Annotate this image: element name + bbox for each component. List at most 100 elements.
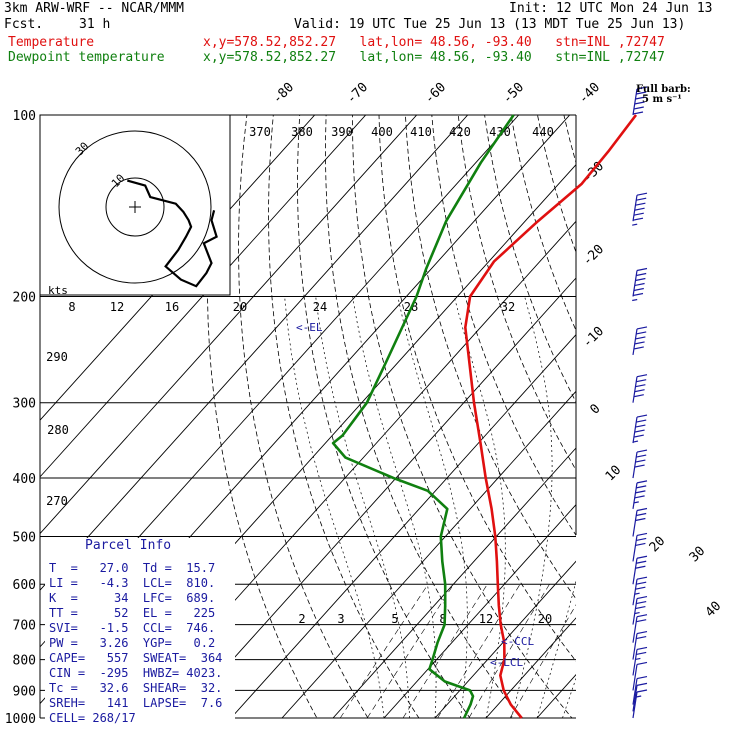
wind-barb-flag xyxy=(634,429,645,433)
parcel-row: T = 27.0 Td = 15.7 xyxy=(49,561,216,575)
wind-barb-flag xyxy=(636,630,648,635)
wind-barb-flag xyxy=(636,537,647,542)
wind-barb-half-flag xyxy=(633,501,639,504)
theta-label: 440 xyxy=(532,125,554,139)
theta-label: 420 xyxy=(449,125,471,139)
wind-barb-flag xyxy=(636,576,648,580)
forecast-label: Fcst. xyxy=(4,17,44,32)
wind-barb xyxy=(632,689,648,719)
isotherm-label: -60 xyxy=(422,80,449,107)
dry-adiabat-line xyxy=(297,115,480,718)
dewpoint-legend-info: x,y=578.52,852.27 lat,lon= 48.56, -93.40… xyxy=(203,50,665,65)
wind-barb-staff xyxy=(632,685,638,712)
isotherm-line xyxy=(40,115,367,478)
mixing-ratio-label: 2 xyxy=(298,612,305,626)
wind-barb-flag xyxy=(635,586,646,590)
isotherm-line xyxy=(485,617,576,718)
annotation-lcl: <-LCL xyxy=(490,656,523,669)
moist-adiabat-line xyxy=(453,296,506,718)
wind-barb xyxy=(632,675,648,705)
mixing-ratio-label: 12 xyxy=(479,612,493,626)
dry-adiabat-line xyxy=(722,115,740,718)
wind-barb-staff xyxy=(632,376,638,403)
wind-barb xyxy=(632,630,648,660)
pressure-tick-label: 700 xyxy=(13,619,36,634)
dry-adiabat-line xyxy=(457,115,576,471)
dry-adiabat-line xyxy=(510,115,576,332)
wind-barb-flag xyxy=(636,91,647,95)
dewpoint-line xyxy=(331,114,515,719)
isotherm-label: -50 xyxy=(500,80,527,107)
wind-barb-flag xyxy=(636,682,648,686)
wind-barb xyxy=(632,661,648,691)
wind-barb xyxy=(632,682,648,712)
wind-barb-half-flag xyxy=(632,223,638,226)
wind-barb xyxy=(632,555,648,585)
isotherm-line xyxy=(40,115,418,535)
wind-barb-flag xyxy=(636,661,648,665)
wind-barb-flag xyxy=(635,96,646,100)
wind-barb-flag xyxy=(634,207,645,211)
speed-scale-label: 12 xyxy=(110,300,124,314)
wind-barb-flag xyxy=(633,394,644,398)
dry-adiabat-line xyxy=(643,115,740,718)
dry-adiabat-line xyxy=(590,115,740,718)
wind-barb-flag xyxy=(636,192,648,196)
wind-barb-flag xyxy=(636,86,648,90)
wind-barb-flag xyxy=(632,111,644,115)
wind-barb xyxy=(632,646,648,676)
parcel-row: SVI= -1.5 CCL= 746. xyxy=(49,621,216,635)
isotherm-label: 0 xyxy=(587,401,603,417)
wind-barb-flag xyxy=(636,454,647,458)
isotherm-label: -80 xyxy=(270,80,297,107)
full-barb-line2: 5 m s⁻¹ xyxy=(642,94,682,105)
wind-barb xyxy=(632,86,648,116)
wind-barb-flag xyxy=(634,464,645,468)
wind-barb-flag xyxy=(635,565,646,569)
wind-barb-flag xyxy=(635,336,646,340)
wind-barb-staff xyxy=(632,633,638,660)
mixing-ratio-line xyxy=(437,584,521,718)
parcel-info-panel: Parcel Info T = 27.0 Td = 15.7 LI = -4.3… xyxy=(45,538,235,728)
dry-adiabat-line xyxy=(696,115,740,718)
parcel-row: CIN = -295 HWBZ= 4023. xyxy=(49,666,223,680)
wind-barb-staff xyxy=(632,691,638,719)
wind-barb-flag xyxy=(636,267,648,272)
wind-barb-staff xyxy=(632,88,638,116)
hodograph-ring xyxy=(105,177,165,237)
wind-barb-flag xyxy=(636,197,647,201)
pressure-tick-label: 200 xyxy=(13,291,36,306)
dry-adiabat-line xyxy=(268,115,428,718)
wind-barb-staff xyxy=(632,510,638,537)
wind-barb-staff xyxy=(632,451,638,479)
speed-scale-label: 24 xyxy=(313,300,327,314)
wind-barb-flag xyxy=(635,542,646,547)
wind-barb-flag xyxy=(632,292,644,297)
isotherm-line xyxy=(588,115,740,718)
wind-barb-flag xyxy=(636,675,648,680)
dry-adiabat-line xyxy=(563,115,576,165)
model-title: 3km ARW-WRF -- NCAR/MMM xyxy=(4,1,185,16)
mixing-ratio-label: 20 xyxy=(538,612,552,626)
wind-barb-flag xyxy=(635,424,646,428)
wind-barb-flag xyxy=(636,507,648,512)
hodograph-ring xyxy=(58,130,212,284)
dry-adiabat-line xyxy=(378,115,576,662)
wind-barb-flag xyxy=(635,490,646,494)
theta-label: 400 xyxy=(371,125,393,139)
wind-barb-flag xyxy=(636,646,648,651)
wind-barb-flag xyxy=(635,384,646,388)
parcel-row: LI = -4.3 LCL= 810. xyxy=(49,576,216,590)
wind-barb-flag xyxy=(634,495,645,499)
dry-adiabat-line xyxy=(238,115,376,718)
wind-barb xyxy=(632,374,648,403)
wind-barb-flag xyxy=(634,101,645,105)
wind-barb-staff xyxy=(632,649,638,676)
isotherm-label: -20 xyxy=(580,242,607,269)
wind-barb-flag xyxy=(636,480,648,484)
wind-barb-half-flag xyxy=(635,657,641,661)
parcel-row: PW = 3.26 YGP= 0.2 xyxy=(49,636,216,650)
dry-adiabat-line xyxy=(206,115,324,718)
wind-barb-staff xyxy=(632,195,638,222)
